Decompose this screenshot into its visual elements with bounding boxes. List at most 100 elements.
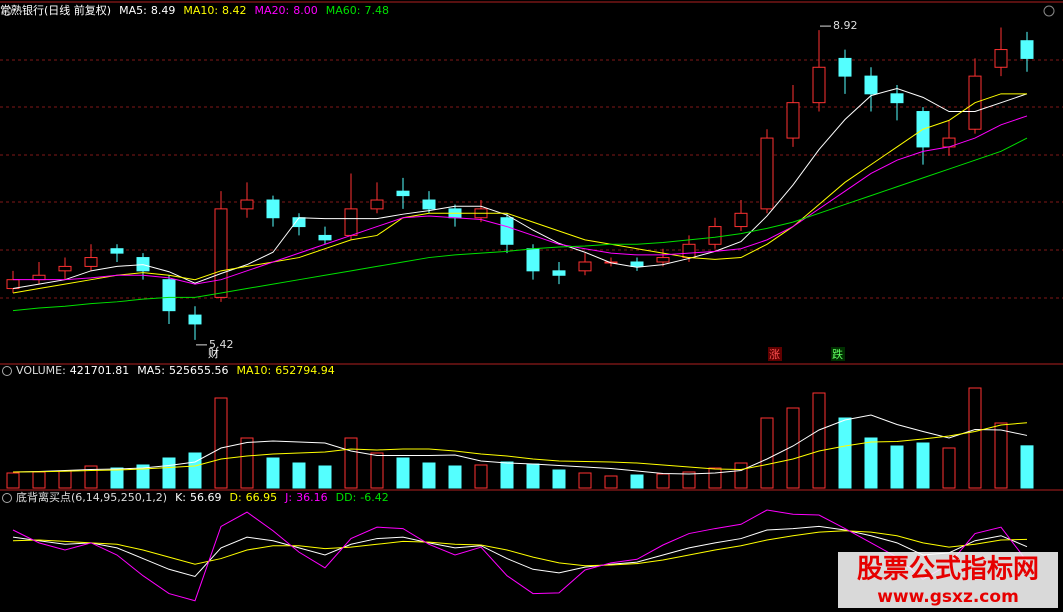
volume-bar	[994, 422, 1008, 489]
candle-body	[656, 257, 670, 263]
volume-bar	[6, 472, 20, 489]
volume-bar	[58, 470, 72, 489]
candle-body	[110, 248, 124, 254]
legend-value: 7.48	[364, 4, 389, 17]
indicator-line	[12, 93, 1027, 294]
volume-bar	[474, 464, 488, 489]
panel-header: 底背离买点(6,14,95,250,1,2) K: 56.69 D: 66.95 J: 36…	[16, 490, 389, 504]
volume-bar	[214, 397, 228, 489]
watermark-title: 股票公式指标网	[857, 555, 1039, 585]
legend-name: D:	[229, 491, 241, 504]
panel-title: 常熟银行(日线 前复权)	[0, 3, 111, 17]
candle-body	[890, 93, 904, 104]
legend-value: 56.69	[190, 491, 222, 504]
indicator-line	[12, 414, 1028, 475]
volume-bar	[760, 417, 774, 489]
volume-bar	[890, 445, 904, 489]
indicator-line	[12, 509, 1028, 602]
candle-body	[240, 199, 254, 210]
candle-body	[760, 137, 774, 210]
volume-bar	[344, 437, 358, 489]
volume-bar	[968, 387, 982, 489]
volume-bar	[552, 469, 566, 489]
candle-body	[838, 57, 852, 77]
volume-bar	[188, 452, 202, 489]
volume-bar	[916, 442, 930, 489]
candle-body	[58, 265, 72, 272]
candle-body	[864, 75, 878, 95]
candle-body	[786, 102, 800, 139]
legend-name: MA5:	[119, 4, 147, 17]
legend-name: K:	[175, 491, 186, 504]
volume-bar	[604, 475, 618, 489]
volume-bar	[448, 465, 462, 489]
panel-header: 常熟银行(日线 前复权) MA5: 8.49 MA10: 8.42 MA20: 8.00 MA…	[0, 3, 389, 17]
panel-toggle[interactable]	[2, 366, 12, 376]
legend-name: MA10:	[183, 4, 218, 17]
candle-body	[266, 199, 280, 219]
volume-bar	[812, 392, 826, 489]
watermark-url: www.gsxz.com	[877, 587, 1019, 607]
volume-bar	[266, 457, 280, 489]
candle-body	[370, 199, 384, 210]
volume-bar	[136, 464, 150, 489]
candle-body	[292, 217, 306, 228]
candle-body	[630, 261, 644, 267]
candle-body	[318, 234, 332, 241]
panel-title: 底背离买点(6,14,95,250,1,2)	[16, 490, 167, 504]
event-marker[interactable]: 财	[208, 346, 219, 360]
legend-value: 652794.94	[275, 364, 335, 377]
legend-value: 8.42	[222, 4, 247, 17]
event-marker[interactable]: 跌	[832, 347, 843, 361]
legend-value: 66.95	[246, 491, 278, 504]
candle-body	[344, 208, 358, 236]
marker-bg	[831, 347, 845, 361]
candle-body	[994, 49, 1008, 68]
volume-bar	[526, 463, 540, 489]
indicator-line	[12, 137, 1028, 312]
volume-bar	[240, 437, 254, 489]
volume-bar	[942, 447, 956, 489]
watermark-bg	[838, 552, 1058, 608]
legend-value: 36.16	[296, 491, 328, 504]
candle-body	[162, 279, 176, 312]
legend-name: J:	[284, 491, 292, 504]
legend-value: -6.42	[360, 491, 388, 504]
legend-value: 8.49	[151, 4, 176, 17]
volume-bar	[682, 471, 696, 489]
candle-body	[734, 212, 748, 228]
volume-bar	[422, 462, 436, 489]
volume-bar	[1020, 445, 1034, 489]
panel-toggle[interactable]	[2, 493, 12, 503]
panel-toggle[interactable]	[1043, 5, 1055, 17]
volume-bar	[656, 473, 670, 489]
indicator-line	[12, 422, 1028, 473]
candle-body	[578, 261, 592, 272]
panel-header: VOLUME: 421701.81 MA5: 525655.56 MA10: 652794…	[16, 364, 335, 377]
high-label: 8.92	[833, 19, 858, 32]
volume-bar	[708, 467, 722, 489]
candle-body	[500, 217, 514, 245]
event-marker[interactable]: 涨	[769, 348, 780, 361]
candle-body	[188, 314, 202, 325]
legend-value: 525655.56	[169, 364, 229, 377]
indicator-line	[13, 115, 1028, 285]
panel-toggle[interactable]	[2, 6, 12, 16]
panel-title: VOLUME:	[16, 364, 66, 377]
volume-bar	[110, 467, 124, 489]
volume-bar	[786, 407, 800, 489]
volume-bar	[84, 465, 98, 489]
legend-value: 8.00	[293, 4, 318, 17]
indicator-line	[12, 525, 1028, 577]
volume-bar	[864, 437, 878, 489]
volume-bar	[318, 465, 332, 489]
candle-body	[84, 257, 98, 267]
candle-body	[812, 66, 826, 104]
candle-body	[422, 199, 436, 210]
candle-body	[6, 279, 20, 290]
volume-bar	[162, 457, 176, 489]
candle-body	[396, 190, 410, 197]
legend-name: DD:	[336, 491, 357, 504]
legend-name: MA5:	[137, 364, 165, 377]
